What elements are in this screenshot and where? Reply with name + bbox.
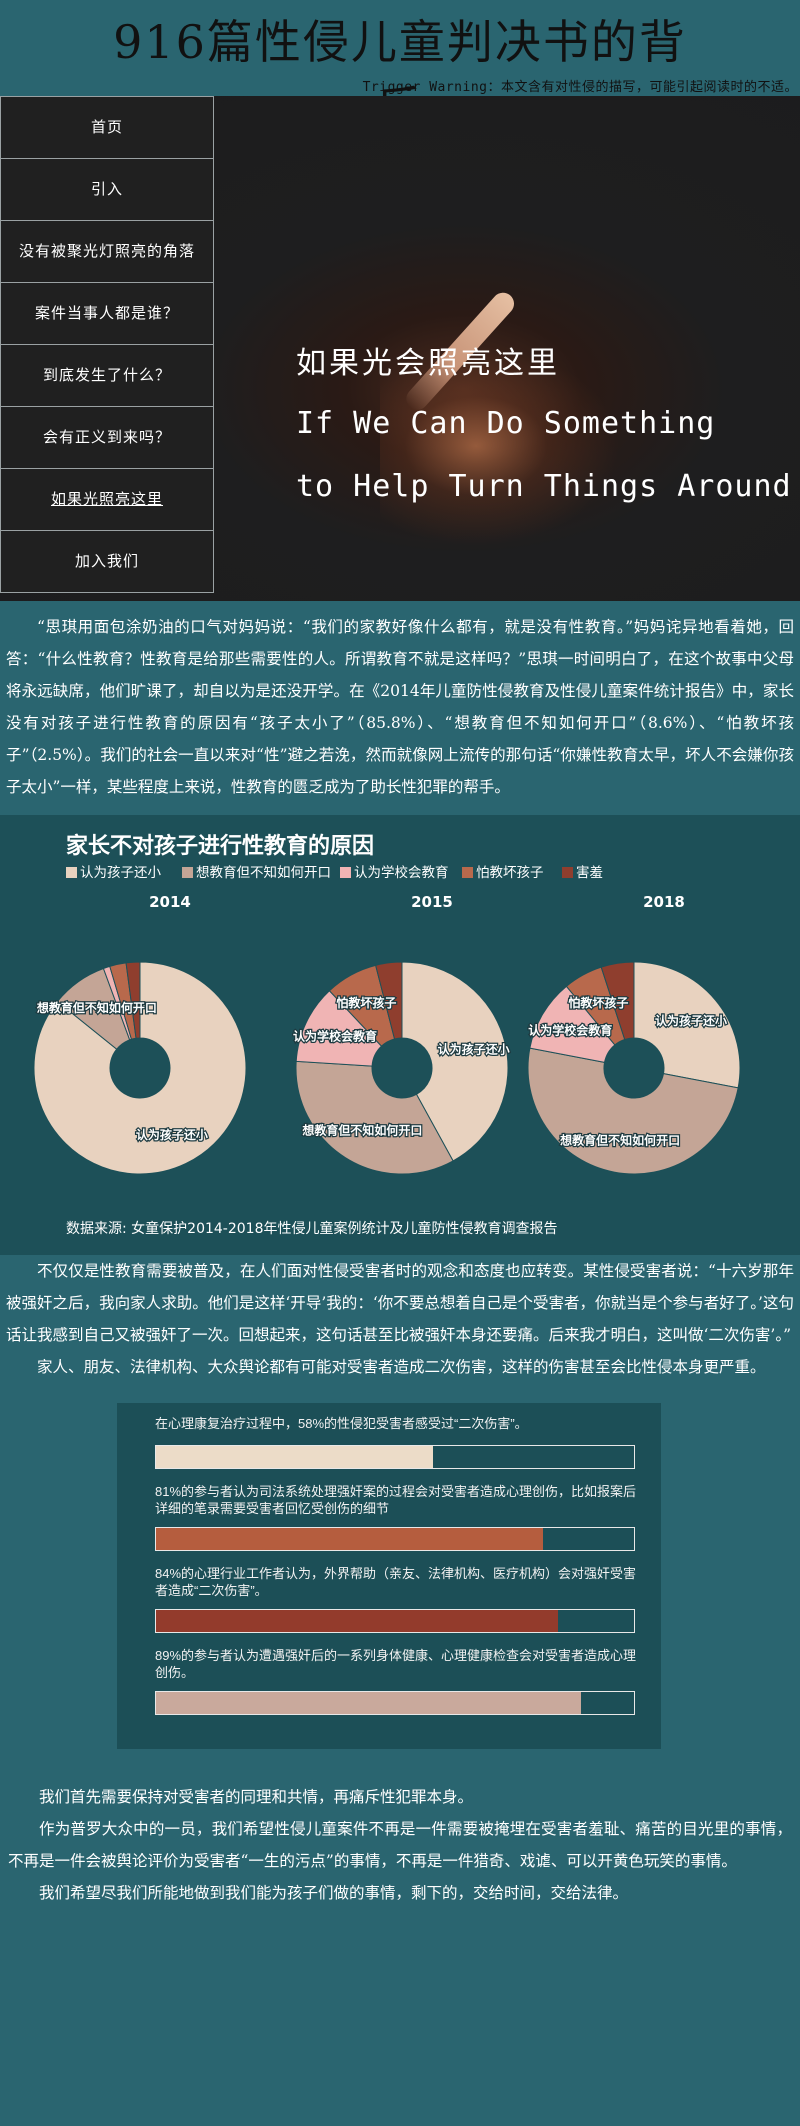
trigger-warning: Trigger Warning：本文含有对性侵的描写，可能引起阅读时的不适。 <box>362 80 798 95</box>
nav-item-join-us[interactable]: 加入我们 <box>0 530 214 593</box>
stat-text: 84%的心理行业工作者认为，外界帮助（亲友、法律机构、医疗机构）会对强奸受害者造… <box>155 1566 637 1598</box>
hero-heading-en-line2: to Help Turn Things Around <box>296 469 792 504</box>
intro-section: “思琪用面包涂奶油的口气对妈妈说：“我们的家教好像什么都有，就是没有性教育。”妈… <box>0 601 800 803</box>
stat-bar <box>155 1445 635 1469</box>
nav-item-home[interactable]: 首页 <box>0 96 214 159</box>
statistics-panel: 在心理康复治疗过程中，58%的性侵犯受害者感受过“二次伤害”。 81%的参与者认… <box>117 1403 661 1749</box>
pie-slice <box>295 1060 454 1175</box>
legend-swatch <box>182 867 193 878</box>
pie-slice-label: 怕教坏孩子 <box>568 995 628 1010</box>
nav-item-label: 首页 <box>90 118 123 136</box>
nav-item-label: 没有被聚光灯照亮的角落 <box>18 242 195 260</box>
legend-label: 想教育但不知如何开口 <box>196 864 331 881</box>
stat-bar <box>155 1527 635 1551</box>
paragraph-victim-quote: 不仅仅是性教育需要被普及，在人们面对性侵受害者时的观念和态度也应转变。某性侵受害… <box>6 1262 794 1344</box>
page-bottom-spacer <box>0 1909 800 2041</box>
closing-paragraph: 作为普罗大众中的一员，我们希望性侵儿童案件不再是一件需要被掩埋在受害者羞耻、痛苦… <box>8 1820 792 1870</box>
legend-label: 认为孩子还小 <box>80 865 161 881</box>
pie-slice-label: 怕教坏孩子 <box>336 995 396 1010</box>
sex-education-chart: 家长不对孩子进行性教育的原因 认为孩子还小 想教育但不知如何开口 认为学校会教育 怕教坏… <box>0 815 800 1255</box>
legend-swatch <box>340 867 351 878</box>
nav-item-dark-corner[interactable]: 没有被聚光灯照亮的角落 <box>0 220 214 283</box>
pie-slice <box>401 961 509 1162</box>
pie-slice <box>295 990 383 1067</box>
nav-item-justice[interactable]: 会有正义到来吗？ <box>0 406 214 469</box>
intro-paragraph: “思琪用面包涂奶油的口气对妈妈说：“我们的家教好像什么都有，就是没有性教育。”妈… <box>6 618 794 796</box>
stat-item: 81%的参与者认为司法系统处理强奸案的过程会对受害者造成心理创伤，比如报案后详细… <box>155 1483 637 1551</box>
stat-item: 在心理康复治疗过程中，58%的性侵犯受害者感受过“二次伤害”。 <box>155 1415 637 1469</box>
hero-heading-en-line1: If We Can Do Something <box>296 406 716 441</box>
stat-bar-fill <box>156 1692 582 1714</box>
legend-label: 认为学校会教育 <box>354 864 449 881</box>
pie-slice-label: 想教育但不知如何开口 <box>301 1122 422 1137</box>
stat-bar-fill <box>156 1610 558 1632</box>
nav-item-if-light[interactable]: 如果光照亮这里 <box>0 468 214 531</box>
legend-label: 怕教坏孩子 <box>476 865 544 881</box>
stat-item: 84%的心理行业工作者认为，外界帮助（亲友、法律机构、医疗机构）会对强奸受害者造… <box>155 1565 637 1633</box>
pie-year-label: 2014 <box>149 893 191 911</box>
nav-item-label: 到底发生了什么？ <box>42 366 171 384</box>
legend-swatch <box>462 867 473 878</box>
pie-slice <box>375 961 403 1040</box>
pie-slice-label: 想教育但不知如何开口 <box>36 1000 157 1015</box>
hero-heading-zh: 如果光会照亮这里 <box>296 346 560 381</box>
stat-text: 81%的参与者认为司法系统处理强奸案的过程会对受害者造成心理创伤，比如报案后详细… <box>155 1484 637 1516</box>
stat-bar-fill <box>156 1446 434 1468</box>
closing-section: 我们首先需要保持对受害者的同理和共情，再痛斥性犯罪本身。 作为普罗大众中的一员，… <box>0 1749 800 1909</box>
hero-banner: 首页 引入 没有被聚光灯照亮的角落 案件当事人都是谁？ 到底发生了什么？ 会有正… <box>0 96 800 601</box>
pie-slice <box>527 1047 739 1175</box>
nav-item-label: 加入我们 <box>74 552 139 570</box>
nav-item-label: 案件当事人都是谁？ <box>34 304 179 322</box>
pie-slice-label: 认为学校会教育 <box>293 1028 377 1043</box>
pie-slice <box>33 961 247 1175</box>
nav-item-what-happened[interactable]: 到底发生了什么？ <box>0 344 214 407</box>
chart-title: 家长不对孩子进行性教育的原因 <box>66 833 374 859</box>
legend-label: 害羞 <box>576 865 603 881</box>
closing-paragraph: 我们首先需要保持对受害者的同理和共情，再痛斥性犯罪本身。 <box>39 1788 474 1806</box>
pie-year-label: 2015 <box>411 893 453 911</box>
page-header: 916篇性侵儿童判决书的背后 Trigger Warning：本文含有对性侵的描… <box>0 0 800 135</box>
nav-item-intro[interactable]: 引入 <box>0 158 214 221</box>
stat-text: 在心理康复治疗过程中，58%的性侵犯受害者感受过“二次伤害”。 <box>155 1416 528 1431</box>
stat-text: 89%的参与者认为遭遇强奸后的一系列身体健康、心理健康检查会对受害者造成心理创伤… <box>155 1648 637 1680</box>
closing-paragraph: 我们希望尽我们所能地做到我们能为孩子们做的事情，剩下的，交给时间，交给法律。 <box>39 1884 629 1902</box>
pie-slice <box>600 961 635 1041</box>
pie-year-label: 2018 <box>643 893 685 911</box>
nav-item-label: 引入 <box>90 180 123 198</box>
pie-slice-label: 认为孩子还小 <box>136 1127 208 1142</box>
stat-bar <box>155 1691 635 1715</box>
pie-slice-label: 认为孩子还小 <box>655 1013 727 1028</box>
paragraph-second-harm: 家人、朋友、法律机构、大众舆论都有可能对受害者造成二次伤害，这样的伤害甚至会比性… <box>37 1358 766 1376</box>
pie-slice-label: 认为孩子还小 <box>438 1042 510 1057</box>
stat-bar <box>155 1609 635 1633</box>
pie-slice-label: 想教育但不知如何开口 <box>559 1133 680 1148</box>
nav-item-label: 会有正义到来吗？ <box>42 428 171 446</box>
stat-item: 89%的参与者认为遭遇强奸后的一系列身体健康、心理健康检查会对受害者造成心理创伤… <box>155 1647 637 1715</box>
nav-item-parties[interactable]: 案件当事人都是谁？ <box>0 282 214 345</box>
legend-swatch <box>562 867 573 878</box>
chart-source: 数据来源: 女童保护2014-2018年性侵儿童案例统计及儿童防性侵教育调查报告 <box>66 1220 557 1237</box>
pie-slice <box>125 961 141 1039</box>
pie-slice <box>633 961 741 1089</box>
pie-slice-label: 认为学校会教育 <box>528 1022 612 1037</box>
second-harm-section: 不仅仅是性教育需要被普及，在人们面对性侵受害者时的观念和态度也应转变。某性侵受害… <box>0 1255 800 1383</box>
legend-swatch <box>66 867 77 878</box>
nav-item-label: 如果光照亮这里 <box>50 490 163 508</box>
stat-bar-fill <box>156 1528 544 1550</box>
side-nav: 首页 引入 没有被聚光灯照亮的角落 案件当事人都是谁？ 到底发生了什么？ 会有正… <box>0 96 214 593</box>
